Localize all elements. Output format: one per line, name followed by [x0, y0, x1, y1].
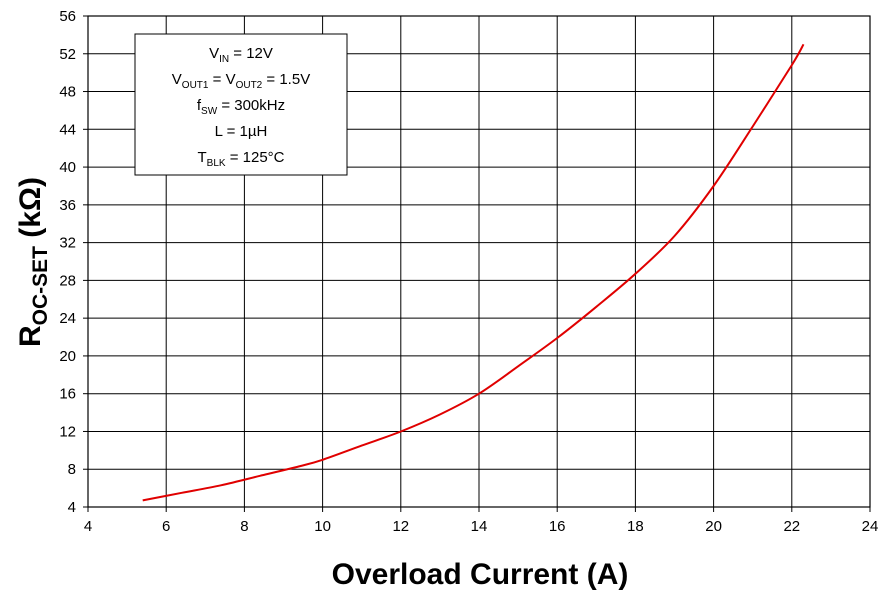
y-tick-label: 36	[59, 197, 76, 214]
y-tick-label: 8	[68, 461, 76, 478]
y-tick-label: 52	[59, 46, 76, 63]
x-tick-label: 6	[162, 518, 170, 535]
x-tick-label: 10	[314, 518, 331, 535]
y-tick-label: 4	[68, 499, 76, 516]
y-tick-label: 24	[59, 310, 76, 327]
x-tick-label: 20	[705, 518, 722, 535]
annotation-line-fsw: fSW = 300kHz	[197, 97, 285, 117]
y-tick-label: 20	[59, 348, 76, 365]
x-tick-label: 12	[392, 518, 409, 535]
y-axis-title: ROC-SET (kΩ)	[14, 177, 52, 347]
series-group	[142, 43, 805, 502]
y-tick-label: 40	[59, 159, 76, 176]
y-tick-label: 16	[59, 386, 76, 403]
y-tick-label: 44	[59, 121, 76, 138]
y-tick-label: 12	[59, 423, 76, 440]
x-tick-label: 14	[471, 518, 488, 535]
x-axis-title: Overload Current (A)	[332, 558, 629, 591]
annotation-line-tblk: TBLK = 125°C	[197, 149, 284, 169]
y-tick-label: 28	[59, 272, 76, 289]
y-tick-label: 56	[59, 8, 76, 25]
x-tick-label: 4	[84, 518, 92, 535]
y-tick-label: 48	[59, 84, 76, 101]
annotation-box-border	[134, 33, 348, 176]
plot-frame	[87, 15, 871, 508]
annotation-line-vin: VIN = 12V	[209, 45, 273, 65]
annotation-line-vout: VOUT1 = VOUT2 = 1.5V	[172, 71, 310, 91]
x-tick-label: 22	[783, 518, 800, 535]
x-tick-label: 16	[549, 518, 566, 535]
series-line-0	[142, 43, 805, 502]
x-tick-label: 8	[240, 518, 248, 535]
x-tick-label: 18	[627, 518, 644, 535]
condition-annotation-box: VIN = 12V VOUT1 = VOUT2 = 1.5V fSW = 300…	[134, 33, 348, 176]
tick-labels: 4 6 8 10 12 14 16 18 20 22 24481216202428323640444…	[59, 8, 878, 535]
annotation-line-inductance: L = 1µH	[215, 123, 268, 140]
y-tick-label: 32	[59, 235, 76, 252]
x-tick-label: 24	[862, 518, 879, 535]
